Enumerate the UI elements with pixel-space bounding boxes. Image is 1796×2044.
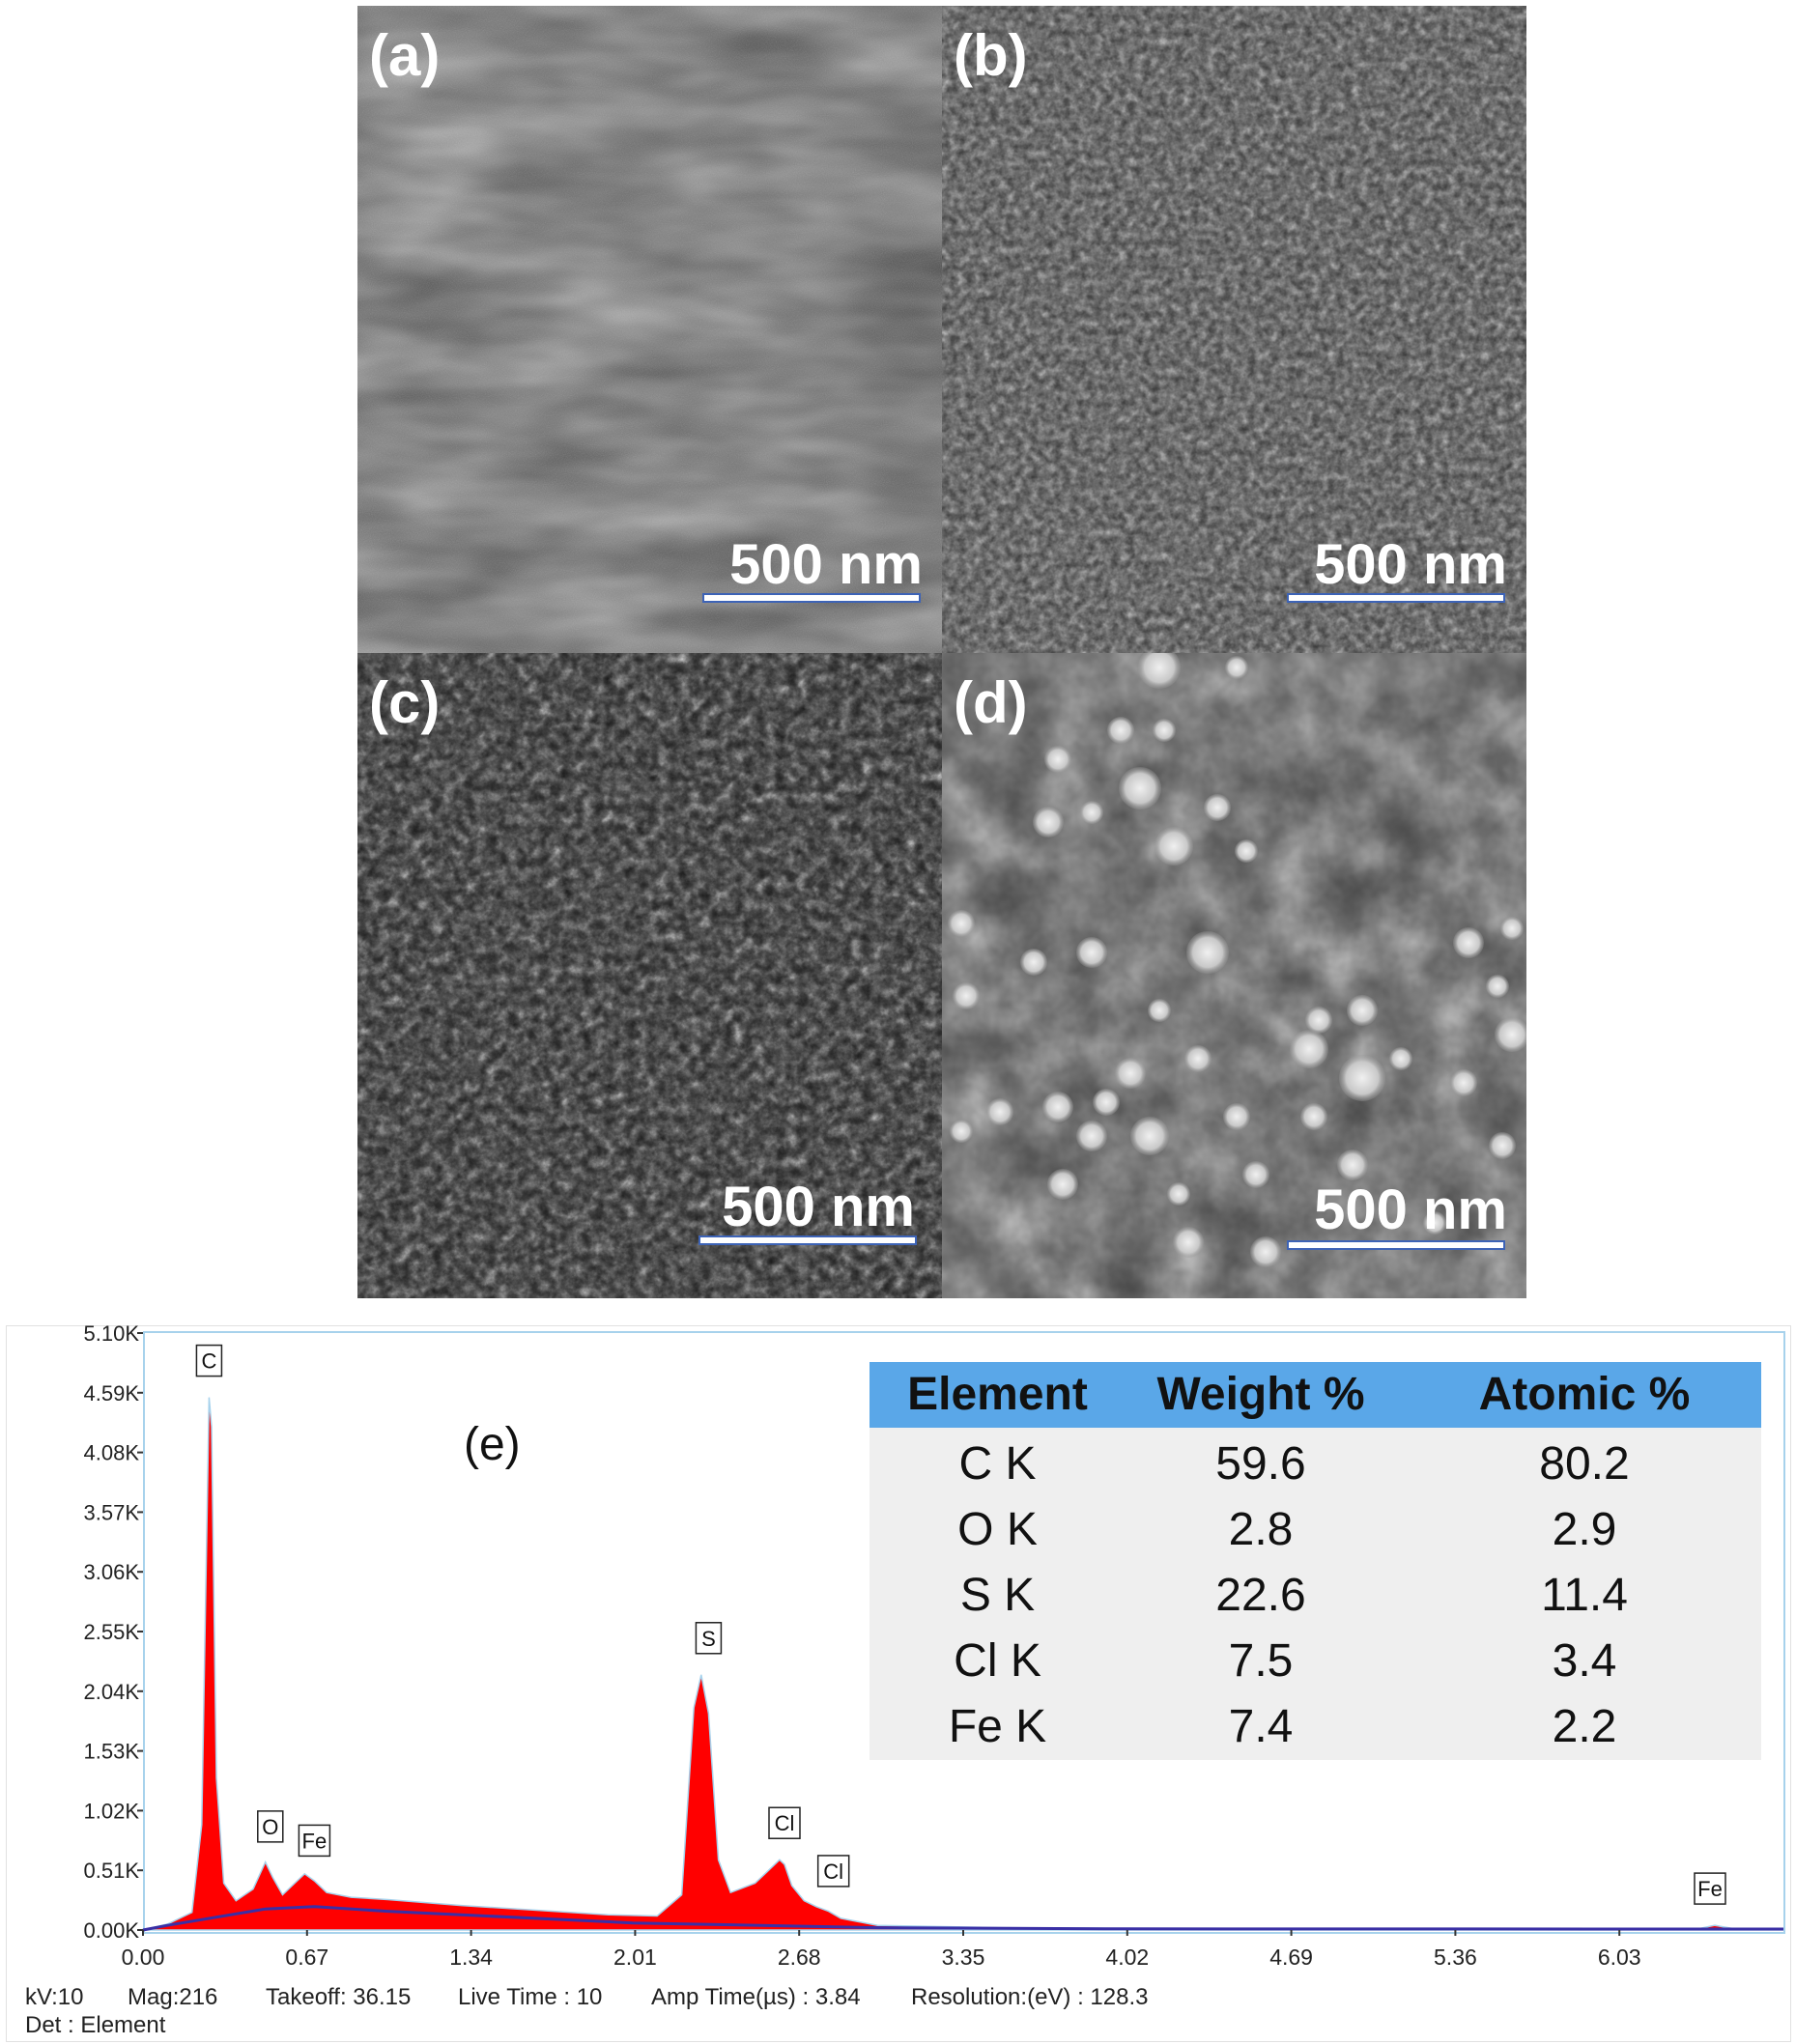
header-atomic: Atomic %: [1478, 1369, 1691, 1420]
eds-panel: [6, 1325, 1791, 2042]
cell-weight: 7.4: [1228, 1701, 1294, 1752]
cell-atomic: 80.2: [1539, 1438, 1630, 1490]
sem-panel-c: (c) 500 nm: [357, 653, 942, 1298]
y-tick-label: 2.04K: [84, 1680, 140, 1704]
peak-label: Cl: [823, 1859, 843, 1884]
cell-atomic: 2.9: [1552, 1504, 1617, 1555]
peak-label: Fe: [1697, 1877, 1723, 1901]
sem-image-d: [942, 653, 1526, 1298]
cell-weight: 22.6: [1215, 1570, 1306, 1621]
panel-label-b: (b): [954, 23, 1028, 88]
cell-weight: 2.8: [1228, 1504, 1294, 1555]
peak-label-box: [298, 1824, 331, 1858]
sem-image-b: [942, 6, 1526, 653]
peak-label: O: [262, 1815, 278, 1839]
cell-element: Cl K: [954, 1635, 1041, 1687]
sem-image-c: [357, 653, 942, 1298]
footer-takeoff: Takeoff: 36.15: [266, 1984, 412, 2010]
x-tick-label: 6.03: [1598, 1945, 1641, 1970]
scale-text-d: 500 nm: [1314, 1178, 1507, 1241]
x-tick-label: 3.35: [942, 1945, 985, 1970]
sem-image-a: [357, 6, 942, 653]
cell-element: S K: [959, 1570, 1036, 1621]
peak-label: C: [201, 1349, 216, 1374]
eds-panel-label: (e): [464, 1419, 521, 1470]
panel-label-a: (a): [369, 23, 441, 88]
cell-atomic: 11.4: [1541, 1570, 1628, 1621]
scale-text-c: 500 nm: [722, 1176, 915, 1238]
y-tick-label: 1.53K: [84, 1740, 140, 1764]
scale-text-b: 500 nm: [1314, 533, 1507, 596]
y-tick-label: 3.06K: [84, 1560, 140, 1584]
peak-label: Fe: [302, 1829, 328, 1853]
y-tick-label: 1.02K: [84, 1799, 140, 1823]
cell-element: O K: [957, 1504, 1038, 1555]
scale-bar-c: [698, 1235, 917, 1245]
y-tick-label: 3.57K: [84, 1500, 140, 1524]
cell-element: Fe K: [948, 1701, 1047, 1752]
peak-label: S: [701, 1627, 716, 1651]
footer-detector: Det : Element: [25, 2012, 166, 2038]
x-tick-label: 2.68: [778, 1945, 821, 1970]
scale-bar-a: [702, 593, 921, 603]
y-tick-label: 2.55K: [84, 1620, 140, 1644]
peak-label-box: [257, 1810, 284, 1843]
x-tick-label: 2.01: [613, 1945, 657, 1970]
peak-label-box: [816, 1855, 850, 1888]
cell-element: C K: [958, 1438, 1037, 1490]
panel-label-d: (d): [954, 670, 1028, 735]
composition-table: Element Weight % Atomic % C K 59.6 80.2 …: [869, 1362, 1761, 1760]
y-tick-label: 4.08K: [84, 1441, 140, 1465]
sem-panel-d: (d) 500 nm: [942, 653, 1526, 1298]
header-element: Element: [907, 1369, 1088, 1420]
peak-label: Cl: [775, 1811, 795, 1835]
y-tick-label: 0.51K: [84, 1859, 140, 1883]
cell-atomic: 3.4: [1552, 1635, 1617, 1687]
y-tick-label: 5.10K: [84, 1321, 140, 1346]
peak-label-box: [695, 1622, 723, 1655]
peak-label-box: [768, 1806, 801, 1839]
x-tick-label: 1.34: [449, 1945, 493, 1970]
scale-bar-b: [1287, 593, 1505, 603]
table-header: [869, 1362, 1761, 1428]
cell-weight: 7.5: [1228, 1635, 1294, 1687]
footer-live-time: Live Time : 10: [458, 1984, 603, 2010]
footer-amp-time: Amp Time(µs) : 3.84: [651, 1984, 861, 2010]
cell-atomic: 2.2: [1552, 1701, 1617, 1752]
x-tick-label: 4.69: [1269, 1945, 1313, 1970]
background-continuum-line: [142, 1905, 1784, 1932]
scale-bar-d: [1287, 1240, 1505, 1250]
peak-label-box: [1694, 1872, 1726, 1905]
sem-panel-b: (b) 500 nm: [942, 6, 1526, 653]
x-tick-label: 0.00: [122, 1945, 165, 1970]
header-weight: Weight %: [1156, 1369, 1365, 1420]
cell-weight: 59.6: [1215, 1438, 1306, 1490]
footer-mag: Mag:216: [128, 1984, 218, 2010]
y-tick-label: 0.00K: [84, 1918, 140, 1943]
scale-text-a: 500 nm: [729, 533, 923, 596]
x-tick-label: 4.02: [1105, 1945, 1149, 1970]
sem-panel-a: (a) 500 nm: [357, 6, 942, 653]
x-tick-label: 0.67: [285, 1945, 328, 1970]
footer-kv: kV:10: [25, 1984, 84, 2010]
footer-resolution: Resolution:(eV) : 128.3: [911, 1984, 1149, 2010]
x-tick-label: 5.36: [1434, 1945, 1477, 1970]
peak-label-box: [195, 1344, 223, 1377]
panel-label-c: (c): [369, 670, 441, 735]
y-tick-label: 4.59K: [84, 1381, 140, 1405]
